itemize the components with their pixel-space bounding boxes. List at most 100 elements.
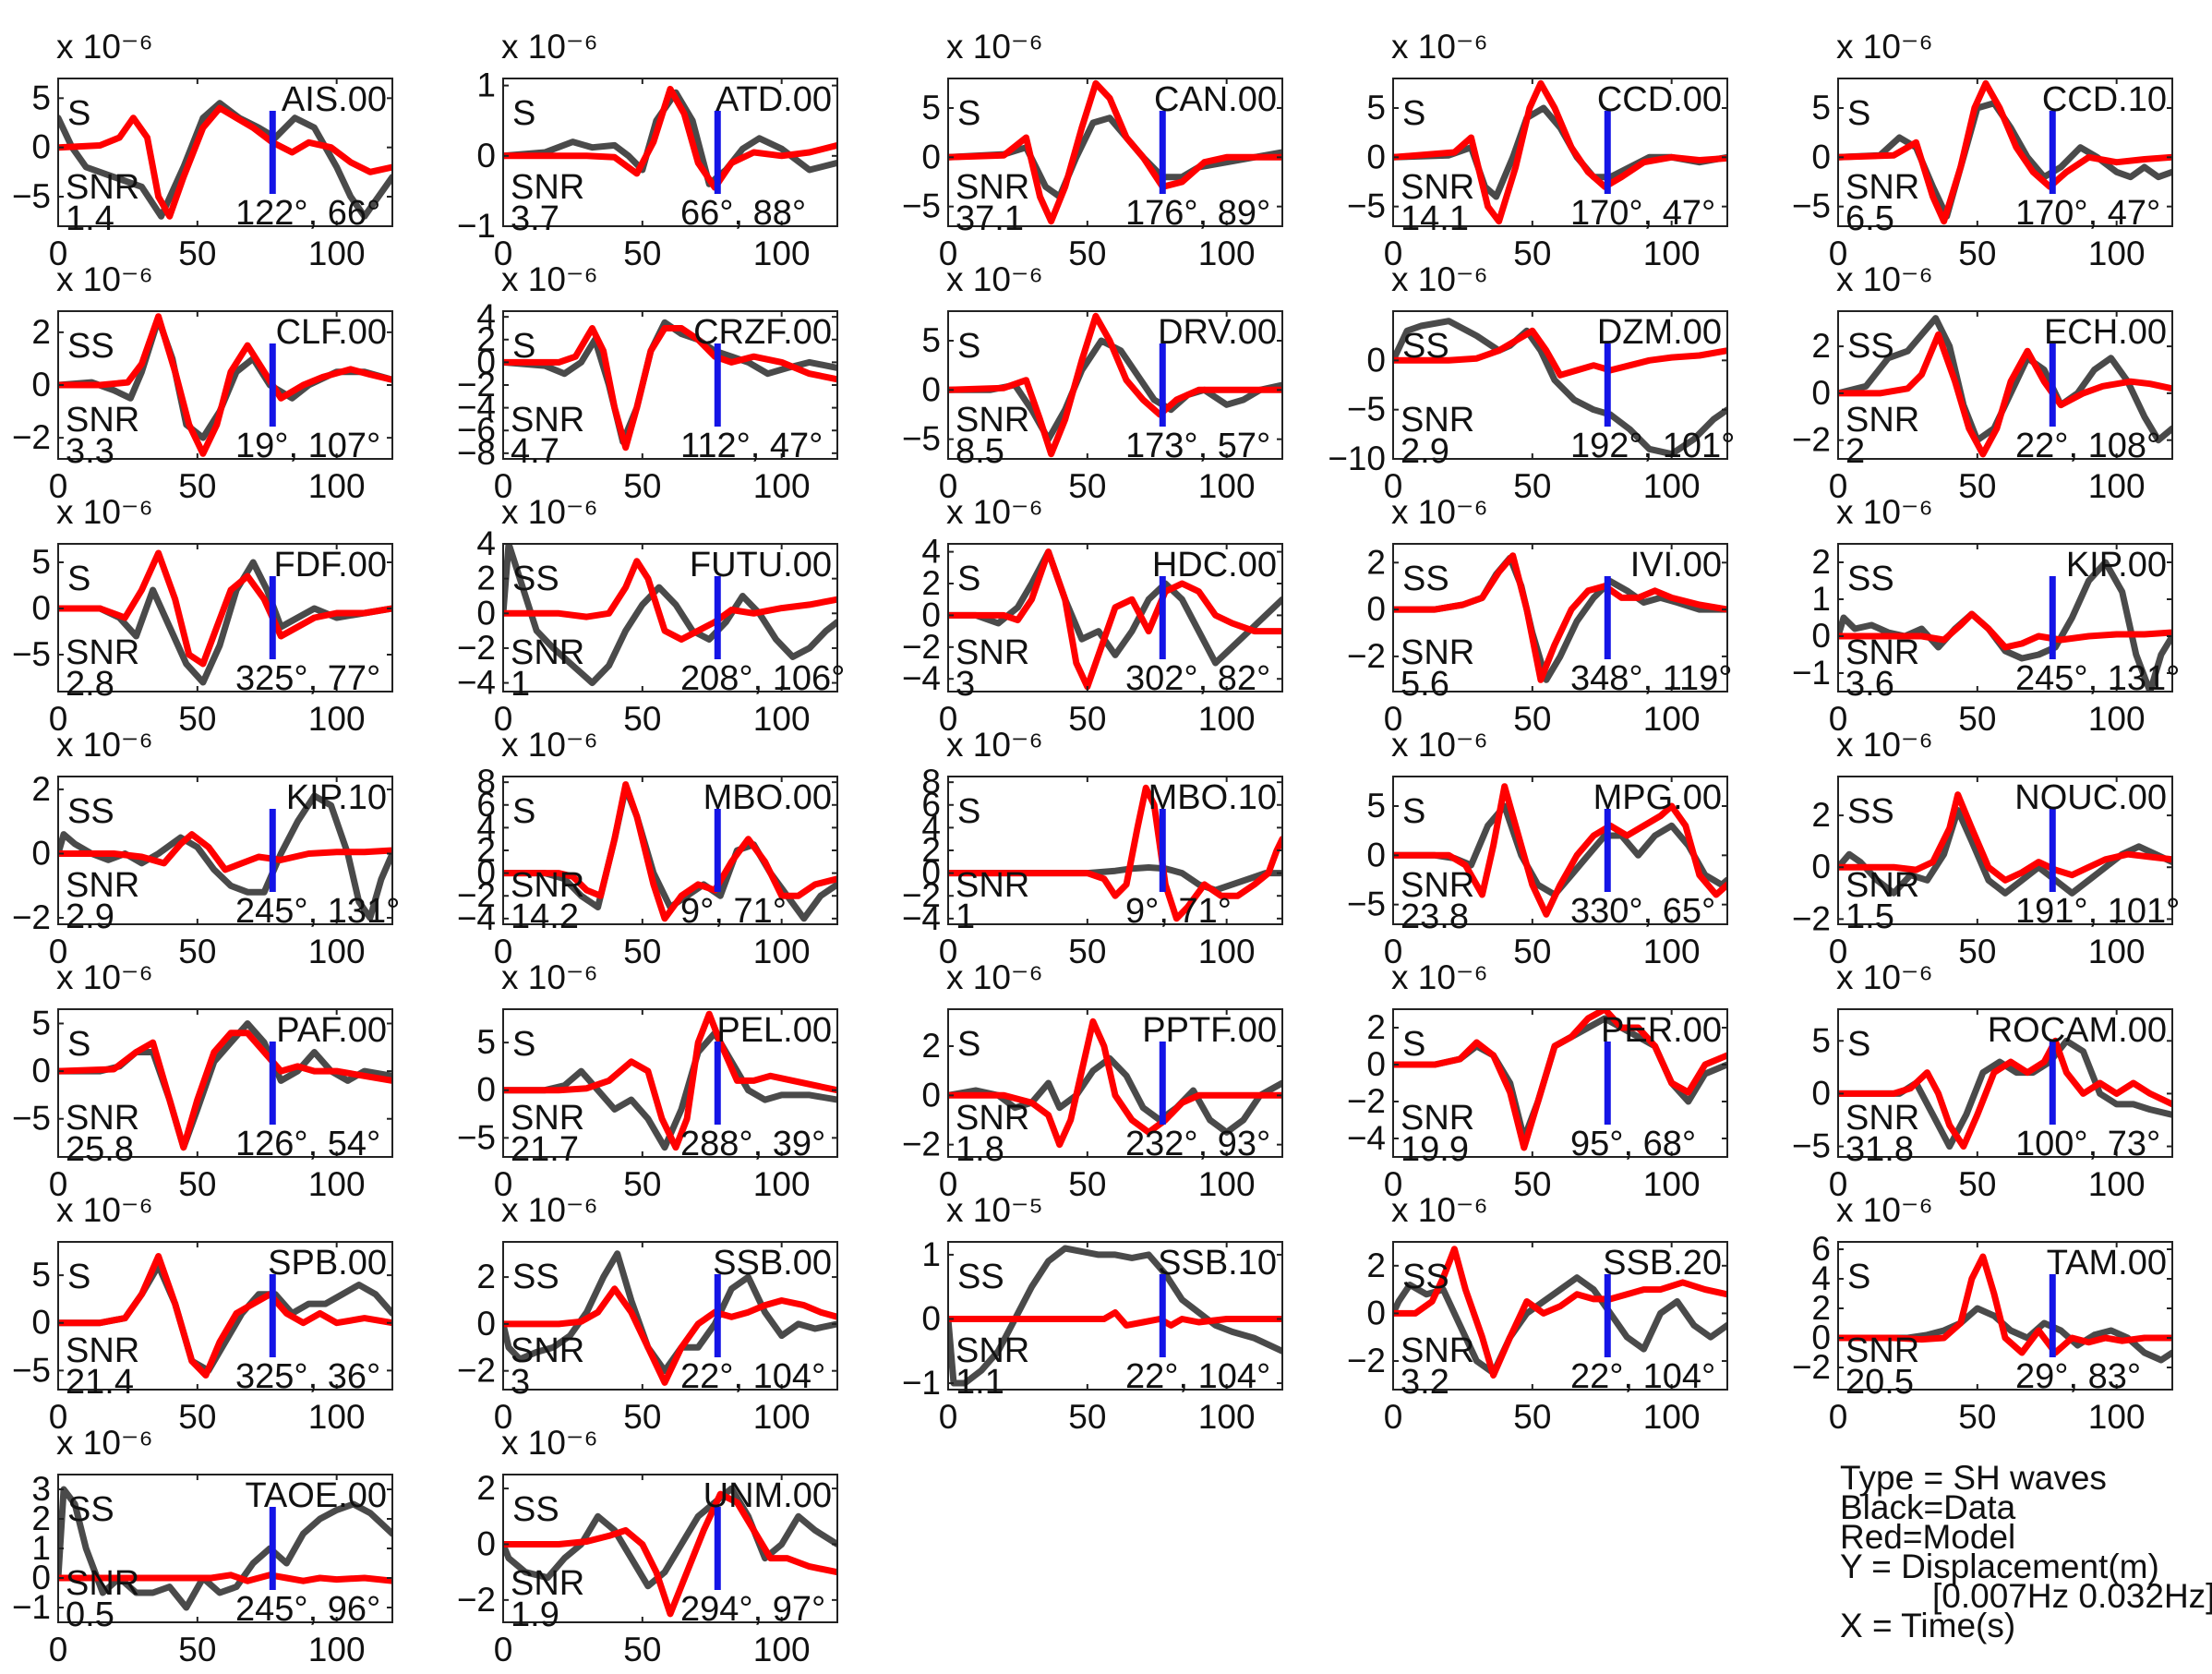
phase-label: S [512, 94, 535, 133]
azimuth-distance: 29°, 83° [2015, 1357, 2141, 1396]
phase-label: S [67, 94, 90, 133]
azimuth-distance: 22°, 108° [2015, 427, 2160, 465]
azimuth-distance: 325°, 36° [235, 1357, 380, 1396]
model-trace [58, 831, 392, 873]
ytick-label: 2 [31, 1499, 51, 1537]
axes-frame [947, 78, 1283, 227]
phase-label: S [1847, 94, 1870, 133]
data-trace [948, 548, 1282, 667]
station-label: PAF.00 [276, 1011, 387, 1050]
snr-label: SNR [956, 1331, 1029, 1370]
snr-value: 2.9 [66, 897, 114, 936]
azimuth-distance: 22°, 104° [1125, 1357, 1270, 1396]
snr-value: 3 [956, 665, 975, 704]
y-exponent: x 10⁻⁶ [501, 493, 598, 531]
station-label: DZM.00 [1597, 313, 1722, 352]
legend-line: Type = SH waves [1840, 1459, 2107, 1497]
traces [58, 792, 392, 921]
ytick-label: −4 [457, 899, 496, 937]
phase-label: S [512, 327, 535, 366]
ytick-label: −4 [1347, 1119, 1386, 1157]
y-exponent: x 10⁻⁶ [501, 28, 598, 66]
xtick-label: 50 [1068, 1165, 1106, 1203]
snr-value: 1.9 [511, 1596, 559, 1634]
station-label: KIP.00 [2066, 546, 2167, 584]
traces [1393, 79, 1727, 225]
model-trace [1838, 610, 2172, 651]
axes-frame [57, 1008, 393, 1158]
model-trace [503, 781, 837, 922]
y-exponent: x 10⁻⁶ [1836, 28, 1933, 66]
station-label: PEL.00 [716, 1011, 832, 1050]
ytick-label: −5 [1347, 391, 1386, 428]
xtick-label: 50 [1958, 1165, 1996, 1203]
traces [503, 1485, 837, 1618]
xtick-label: 100 [1198, 467, 1256, 505]
ytick-label: −2 [457, 876, 496, 914]
ytick-label: 3 [31, 1470, 51, 1508]
traces [58, 1253, 392, 1379]
snr-label: SNR [66, 1099, 139, 1138]
ytick-label: 4 [476, 808, 496, 846]
ytick-label: 0 [476, 594, 496, 632]
phase-label: SS [1402, 327, 1449, 366]
model-trace [503, 85, 837, 191]
xtick-label: 0 [1384, 700, 1403, 738]
azimuth-distance: 245°, 131° [2015, 659, 2180, 698]
axes-frame [57, 1241, 393, 1391]
snr-value: 3.6 [1845, 665, 1894, 704]
azimuth-distance: 294°, 97° [680, 1590, 825, 1629]
xtick-label: 100 [1643, 1398, 1701, 1436]
ytick-label: 2 [1811, 1289, 1831, 1327]
data-trace [1838, 559, 2172, 692]
phase-label: SS [1402, 1258, 1449, 1296]
snr-label: SNR [511, 866, 584, 905]
station-label: NOUC.00 [2014, 778, 2167, 817]
xtick-label: 50 [178, 467, 216, 505]
xtick-label: 0 [49, 467, 68, 505]
model-trace [503, 1010, 837, 1151]
ytick-label: 0 [1811, 1074, 1831, 1112]
azimuth-distance: 100°, 73° [2015, 1125, 2160, 1163]
snr-value: 31.8 [1845, 1130, 1914, 1169]
snr-label: SNR [1401, 1099, 1474, 1138]
axes-frame [1837, 1241, 2173, 1391]
station-label: TAOE.00 [246, 1476, 387, 1515]
ytick-label: 2 [31, 770, 51, 808]
ytick-label: −4 [902, 659, 941, 697]
model-trace [58, 1030, 392, 1151]
axes-frame [947, 1008, 1283, 1158]
xtick-label: 50 [623, 933, 661, 970]
station-label: SPB.00 [268, 1244, 387, 1283]
snr-label: SNR [956, 633, 1029, 672]
station-label: SSB.10 [1158, 1244, 1277, 1283]
snr-value: 21.4 [66, 1363, 134, 1402]
traces [948, 312, 1282, 458]
snr-label: SNR [1845, 401, 1919, 440]
ytick-label: 5 [1366, 787, 1386, 825]
ytick-label: 0 [1366, 1045, 1386, 1083]
xtick-label: 0 [1829, 1165, 1848, 1203]
snr-label: SNR [511, 1331, 584, 1370]
xtick-label: 100 [753, 235, 811, 272]
snr-value: 23.8 [1401, 897, 1469, 936]
azimuth-distance: 176°, 89° [1125, 194, 1270, 233]
axes-frame [1392, 1241, 1728, 1391]
azimuth-distance: 9°, 71° [1125, 892, 1232, 931]
phase-label: SS [1847, 327, 1894, 366]
phase-label: SS [67, 327, 114, 366]
y-exponent: x 10⁻⁶ [501, 1191, 598, 1229]
xtick-label: 100 [308, 235, 366, 272]
data-trace [1838, 315, 2172, 444]
model-trace [948, 548, 1282, 691]
xtick-label: 50 [1068, 235, 1106, 272]
model-trace [503, 1285, 837, 1386]
traces [503, 1010, 837, 1151]
